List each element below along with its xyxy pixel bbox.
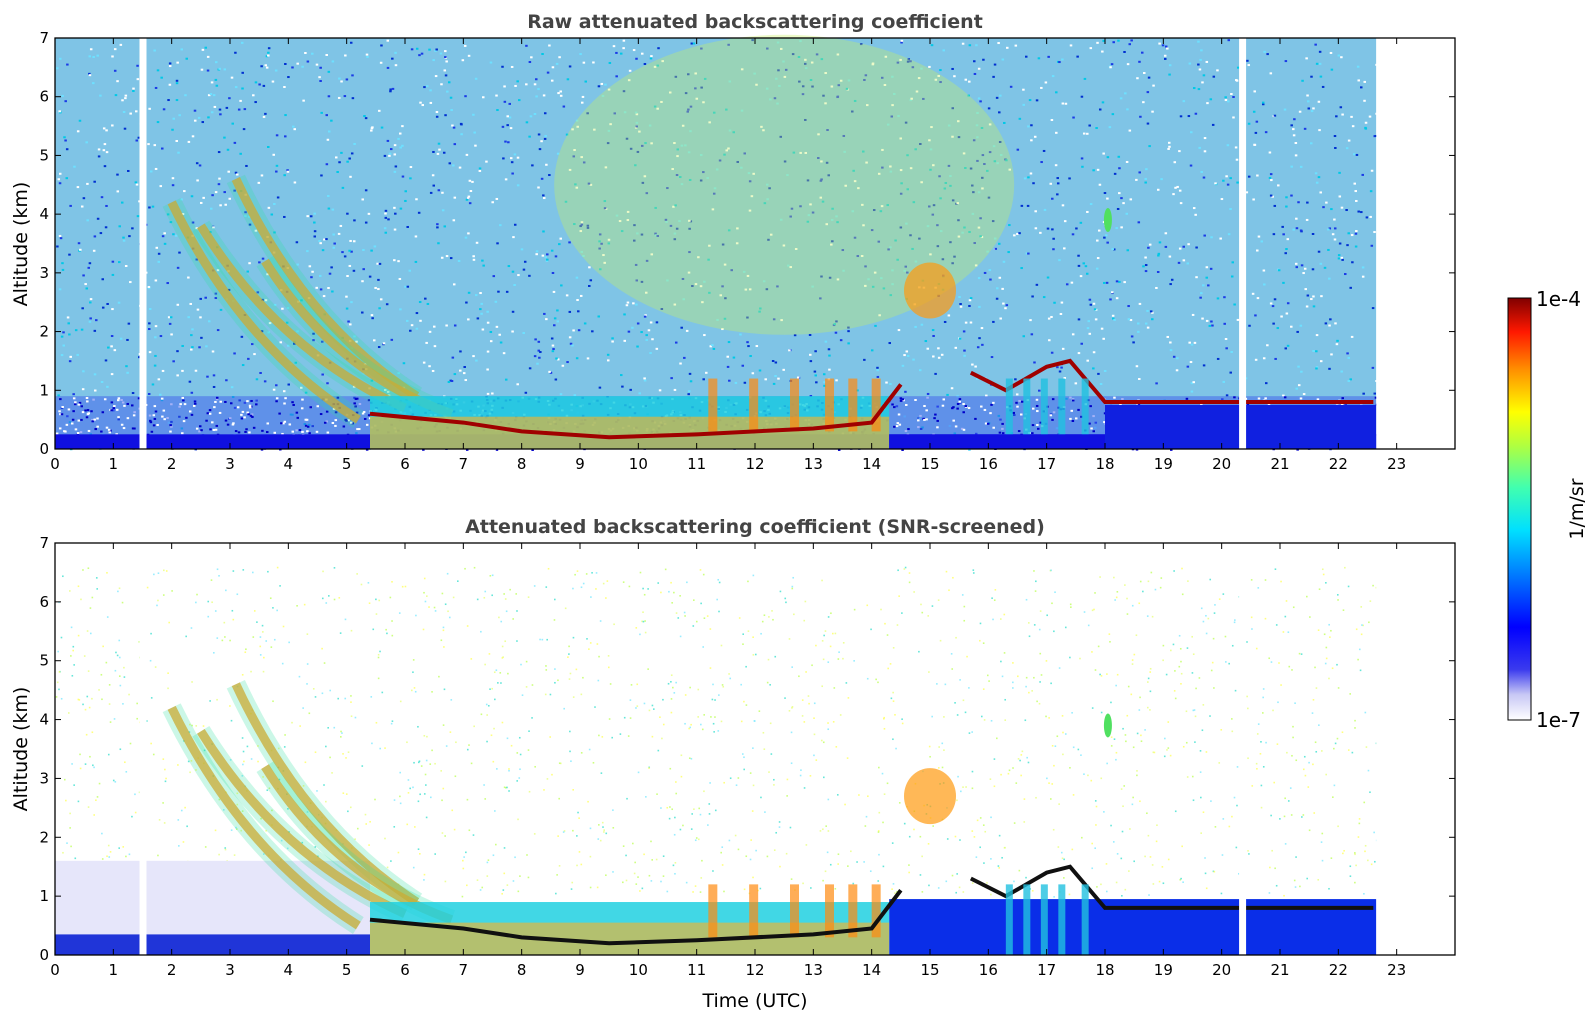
x-tick-label: 3 xyxy=(225,455,235,473)
x-tick-label: 5 xyxy=(342,455,352,473)
x-tick-label: 17 xyxy=(1037,961,1056,979)
raw-backscatter-panel: Raw attenuated backscattering coefficien… xyxy=(10,11,1456,473)
x-tick-label: 10 xyxy=(629,455,648,473)
x-tick-label: 11 xyxy=(687,961,706,979)
x-tick-label: 15 xyxy=(920,455,939,473)
y-tick-label: 7 xyxy=(39,29,49,47)
x-tick-label: 1 xyxy=(109,455,119,473)
x-tick-label: 16 xyxy=(979,961,998,979)
x-tick-label: 23 xyxy=(1387,455,1406,473)
y-axis-label: Altitude (km) xyxy=(10,182,32,307)
data-gap xyxy=(1239,38,1247,449)
x-tick-label: 7 xyxy=(459,961,469,979)
y-tick-label: 4 xyxy=(39,205,49,223)
heatmap-area xyxy=(55,34,1455,451)
x-tick-label: 1 xyxy=(109,961,119,979)
x-tick-label: 11 xyxy=(687,455,706,473)
x-tick-label: 0 xyxy=(50,961,60,979)
x-tick-label: 20 xyxy=(1212,455,1231,473)
y-tick-label: 7 xyxy=(39,534,49,552)
x-tick-label: 20 xyxy=(1212,961,1231,979)
snr-screened-panel: Attenuated backscattering coefficient (S… xyxy=(10,516,1456,1012)
heatmap-texture xyxy=(55,34,1379,451)
no-data-region xyxy=(1376,38,1455,449)
x-tick-label: 22 xyxy=(1329,455,1348,473)
y-tick-label: 1 xyxy=(39,887,49,905)
x-tick-label: 10 xyxy=(629,961,648,979)
x-tick-label: 19 xyxy=(1154,455,1173,473)
x-tick-label: 13 xyxy=(804,455,823,473)
x-axis-label: Time (UTC) xyxy=(701,990,807,1012)
y-tick-label: 0 xyxy=(39,440,49,458)
x-tick-label: 7 xyxy=(459,455,469,473)
x-tick-label: 14 xyxy=(862,455,881,473)
x-tick-label: 2 xyxy=(167,455,177,473)
x-tick-label: 21 xyxy=(1270,961,1289,979)
x-tick-label: 8 xyxy=(517,961,527,979)
x-tick-label: 12 xyxy=(745,961,764,979)
y-tick-label: 2 xyxy=(39,323,49,341)
colorbar: 1e-4 1e-7 1/m/sr xyxy=(1507,287,1588,732)
y-axis: 0 1 2 3 4 5 6 7 xyxy=(39,534,1455,964)
y-tick-label: 3 xyxy=(39,264,49,282)
heatmap-texture xyxy=(55,566,1378,955)
x-tick-label: 6 xyxy=(400,961,410,979)
x-tick-label: 18 xyxy=(1095,455,1114,473)
x-tick-label: 8 xyxy=(517,455,527,473)
x-tick-label: 6 xyxy=(400,455,410,473)
x-tick-label: 14 xyxy=(862,961,881,979)
plot-frame xyxy=(54,542,1456,956)
x-tick-label: 18 xyxy=(1095,961,1114,979)
plot-frame xyxy=(54,37,1456,450)
y-tick-label: 6 xyxy=(39,593,49,611)
y-tick-label: 4 xyxy=(39,711,49,729)
x-tick-label: 21 xyxy=(1270,455,1289,473)
x-tick-label: 5 xyxy=(342,961,352,979)
y-tick-label: 5 xyxy=(39,652,49,670)
heatmap-area xyxy=(55,543,1455,955)
y-tick-label: 5 xyxy=(39,146,49,164)
x-axis: 0 1 2 3 4 5 6 7 8 9 10 11 12 13 14 15 16 17 18 19 20 21 22 23 xyxy=(50,38,1406,473)
no-data-region xyxy=(1376,543,1455,955)
colorbar-gradient xyxy=(1507,297,1532,721)
x-tick-label: 3 xyxy=(225,961,235,979)
y-tick-label: 3 xyxy=(39,769,49,787)
x-tick-label: 16 xyxy=(979,455,998,473)
x-tick-label: 13 xyxy=(804,961,823,979)
y-tick-label: 1 xyxy=(39,381,49,399)
x-tick-label: 15 xyxy=(920,961,939,979)
x-tick-label: 22 xyxy=(1329,961,1348,979)
x-tick-label: 4 xyxy=(284,455,294,473)
y-axis-label: Altitude (km) xyxy=(10,687,32,812)
x-tick-label: 2 xyxy=(167,961,177,979)
x-tick-label: 17 xyxy=(1037,455,1056,473)
x-tick-label: 12 xyxy=(745,455,764,473)
x-tick-label: 0 xyxy=(50,455,60,473)
colorbar-unit-label: 1/m/sr xyxy=(1566,478,1588,539)
panel-title: Attenuated backscattering coefficient (S… xyxy=(465,516,1045,538)
x-tick-label: 9 xyxy=(575,455,585,473)
x-tick-label: 4 xyxy=(284,961,294,979)
x-tick-label: 23 xyxy=(1387,961,1406,979)
colorbar-max-label: 1e-4 xyxy=(1536,287,1581,311)
x-axis: 0 1 2 3 4 5 6 7 8 9 10 11 12 13 14 15 16 17 18 19 20 21 22 23 xyxy=(50,543,1406,979)
y-tick-label: 6 xyxy=(39,88,49,106)
y-tick-label: 2 xyxy=(39,828,49,846)
y-tick-label: 0 xyxy=(39,946,49,964)
colorbar-min-label: 1e-7 xyxy=(1536,708,1581,732)
data-gap xyxy=(1239,543,1247,955)
x-tick-label: 19 xyxy=(1154,961,1173,979)
data-gap xyxy=(139,543,147,955)
data-gap xyxy=(139,38,147,449)
x-tick-label: 9 xyxy=(575,961,585,979)
panel-title: Raw attenuated backscattering coefficien… xyxy=(527,11,983,33)
